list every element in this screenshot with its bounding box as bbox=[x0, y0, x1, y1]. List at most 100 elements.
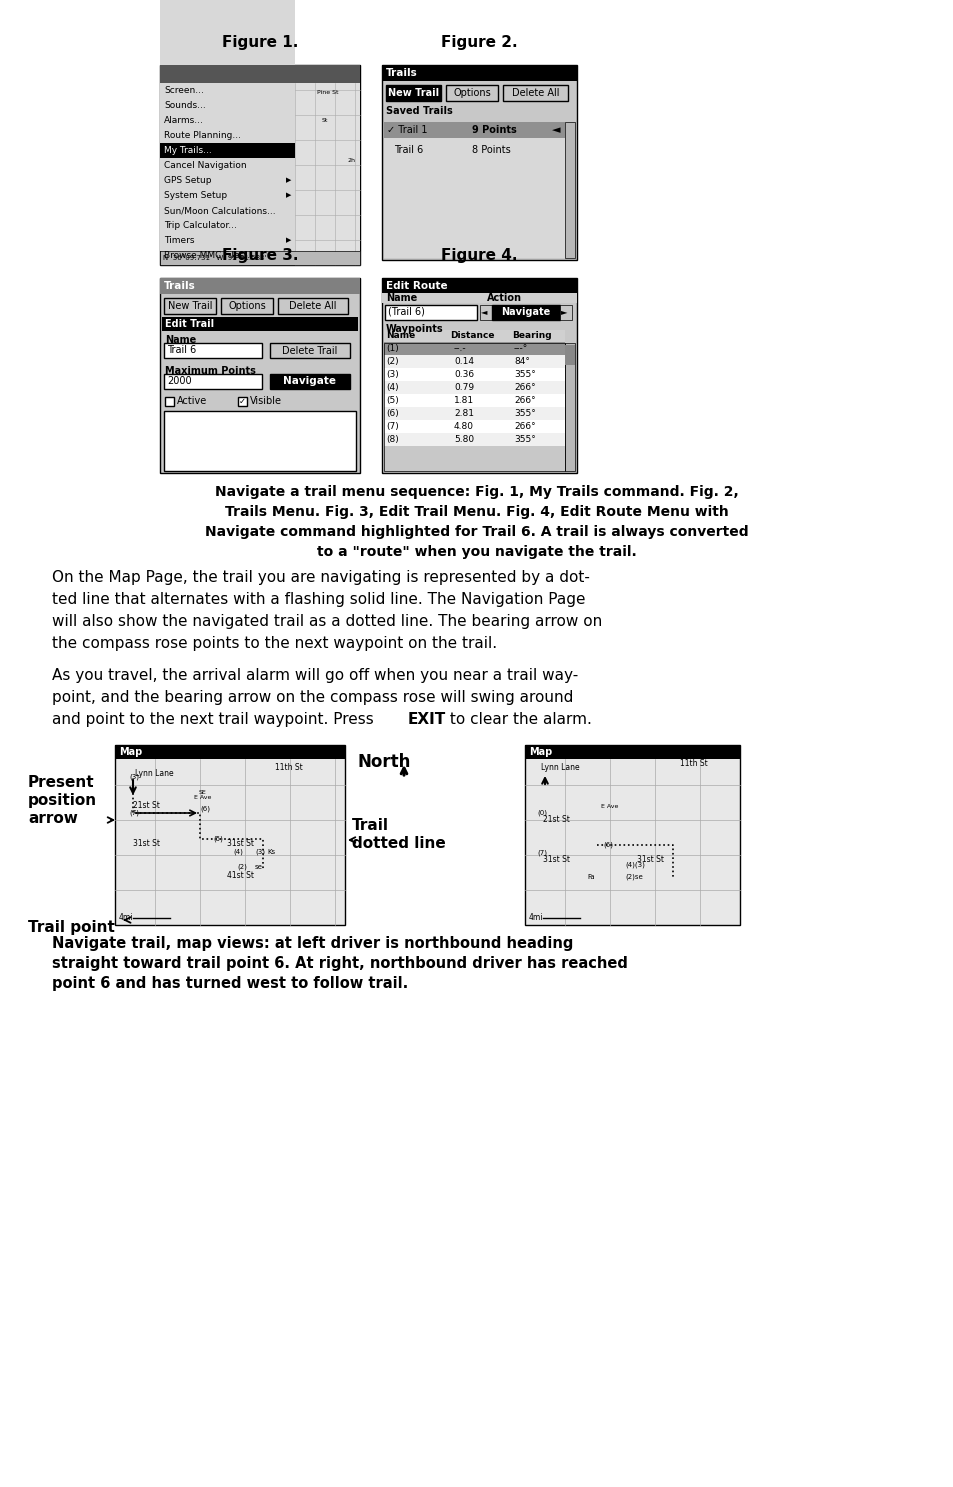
Bar bbox=[381, 278, 577, 294]
Text: North: North bbox=[357, 752, 411, 770]
Bar bbox=[446, 85, 497, 101]
Text: Route Planning...: Route Planning... bbox=[164, 131, 241, 140]
Bar bbox=[270, 343, 350, 358]
Text: Pine St: Pine St bbox=[317, 91, 338, 95]
Text: System Setup: System Setup bbox=[164, 190, 227, 199]
Bar bbox=[384, 342, 564, 355]
Text: 355°: 355° bbox=[514, 370, 536, 379]
Text: Navigate trail, map views: at left driver is northbound heading: Navigate trail, map views: at left drive… bbox=[52, 935, 573, 952]
Text: Navigate command highlighted for Trail 6. A trail is always converted: Navigate command highlighted for Trail 6… bbox=[205, 525, 748, 538]
Text: 266°: 266° bbox=[514, 396, 535, 404]
Text: (2): (2) bbox=[386, 357, 398, 366]
Text: 4mi: 4mi bbox=[119, 913, 133, 922]
Text: will also show the navigated trail as a dotted line. The bearing arrow on: will also show the navigated trail as a … bbox=[52, 614, 601, 629]
Text: to clear the alarm.: to clear the alarm. bbox=[444, 712, 591, 727]
Text: the compass rose points to the next waypoint on the trail.: the compass rose points to the next wayp… bbox=[52, 636, 497, 651]
Text: 21st St: 21st St bbox=[132, 800, 160, 809]
Text: Lynn Lane: Lynn Lane bbox=[540, 763, 579, 772]
Text: Visible: Visible bbox=[250, 397, 282, 406]
Text: (4): (4) bbox=[386, 384, 398, 393]
Text: St: St bbox=[321, 117, 328, 122]
Text: (6): (6) bbox=[602, 842, 613, 848]
Text: and point to the next trail waypoint. Press: and point to the next trail waypoint. Pr… bbox=[52, 712, 378, 727]
Text: 266°: 266° bbox=[514, 422, 535, 431]
Text: Sounds...: Sounds... bbox=[164, 101, 206, 110]
Bar bbox=[381, 65, 577, 80]
Text: Action: Action bbox=[486, 293, 521, 303]
Text: Screen...: Screen... bbox=[164, 86, 204, 95]
Bar bbox=[381, 278, 577, 473]
Text: Trail point: Trail point bbox=[28, 920, 114, 935]
Text: Trip Calculator...: Trip Calculator... bbox=[164, 222, 236, 230]
Text: Map: Map bbox=[529, 746, 552, 757]
Text: Navigate: Navigate bbox=[283, 376, 336, 387]
Text: (4): (4) bbox=[233, 849, 243, 855]
Text: to a "route" when you navigate the trail.: to a "route" when you navigate the trail… bbox=[316, 546, 637, 559]
Text: Browse MMC Files...: Browse MMC Files... bbox=[164, 251, 253, 260]
Text: (6): (6) bbox=[200, 806, 210, 812]
Text: Trails Menu. Fig. 3, Edit Trail Menu. Fig. 4, Edit Route Menu with: Trails Menu. Fig. 3, Edit Trail Menu. Fi… bbox=[225, 506, 728, 519]
Bar bbox=[115, 745, 345, 758]
Bar bbox=[237, 397, 247, 406]
Text: (7): (7) bbox=[386, 422, 398, 431]
Text: Sun/Moon Calculations...: Sun/Moon Calculations... bbox=[164, 207, 275, 216]
Text: N  36°09.731'  W  95°51.583': N 36°09.731' W 95°51.583' bbox=[163, 254, 266, 262]
Bar bbox=[385, 305, 476, 320]
Text: 266°: 266° bbox=[514, 384, 535, 393]
Text: (0): (0) bbox=[537, 810, 546, 816]
Text: se: se bbox=[254, 864, 263, 870]
Bar bbox=[162, 317, 357, 332]
Text: Delete Trail: Delete Trail bbox=[282, 345, 337, 355]
Text: 31st St: 31st St bbox=[227, 839, 253, 848]
Text: Delete All: Delete All bbox=[289, 300, 336, 311]
Text: Waypoints: Waypoints bbox=[386, 324, 443, 335]
Text: 2.81: 2.81 bbox=[454, 409, 474, 418]
Text: 31st St: 31st St bbox=[637, 855, 663, 864]
Bar bbox=[479, 305, 492, 320]
Text: Timers: Timers bbox=[164, 236, 194, 245]
Bar bbox=[502, 85, 567, 101]
Text: New Trail: New Trail bbox=[168, 300, 212, 311]
Bar bbox=[564, 122, 575, 259]
Text: Present: Present bbox=[28, 775, 94, 790]
Bar bbox=[160, 65, 359, 83]
Text: (5): (5) bbox=[386, 396, 398, 404]
Bar bbox=[384, 343, 564, 471]
Text: Map: Map bbox=[119, 746, 142, 757]
Bar bbox=[164, 375, 262, 390]
Text: 21st St: 21st St bbox=[542, 815, 569, 824]
Text: 1.81: 1.81 bbox=[454, 396, 474, 404]
Bar bbox=[564, 343, 575, 471]
Text: 9 Points: 9 Points bbox=[472, 125, 517, 135]
Text: Fa: Fa bbox=[586, 874, 594, 880]
Text: ▶: ▶ bbox=[285, 238, 291, 244]
Text: (3): (3) bbox=[129, 773, 139, 781]
Text: Options: Options bbox=[453, 88, 491, 98]
Text: Distance: Distance bbox=[450, 332, 494, 341]
Bar bbox=[384, 330, 564, 342]
Text: Ks: Ks bbox=[267, 849, 274, 855]
Text: (2): (2) bbox=[236, 864, 247, 870]
Text: ◄: ◄ bbox=[552, 125, 560, 135]
Text: 0.79: 0.79 bbox=[454, 384, 474, 393]
Text: ▶: ▶ bbox=[285, 192, 291, 198]
Text: My Trails...: My Trails... bbox=[164, 146, 212, 155]
Text: ✓ Trail 1: ✓ Trail 1 bbox=[387, 125, 427, 135]
Text: 2h: 2h bbox=[348, 158, 355, 162]
Text: Edit Trail: Edit Trail bbox=[165, 320, 213, 329]
Text: Options: Options bbox=[228, 300, 266, 311]
Text: 8 Points: 8 Points bbox=[472, 146, 510, 155]
Bar bbox=[160, 0, 294, 251]
Text: Trails: Trails bbox=[164, 281, 195, 291]
Text: 11th St: 11th St bbox=[274, 763, 302, 772]
Text: arrow: arrow bbox=[28, 810, 78, 825]
Text: As you travel, the arrival alarm will go off when you near a trail way-: As you travel, the arrival alarm will go… bbox=[52, 668, 578, 683]
Text: SE
E Ave: SE E Ave bbox=[194, 790, 212, 800]
Text: Trails: Trails bbox=[386, 68, 417, 77]
Text: (7): (7) bbox=[129, 810, 139, 816]
Bar bbox=[384, 433, 564, 446]
Text: 4mi: 4mi bbox=[529, 913, 543, 922]
Text: E Ave: E Ave bbox=[600, 804, 618, 809]
Text: ted line that alternates with a flashing solid line. The Navigation Page: ted line that alternates with a flashing… bbox=[52, 592, 585, 607]
Text: ▶: ▶ bbox=[285, 177, 291, 183]
